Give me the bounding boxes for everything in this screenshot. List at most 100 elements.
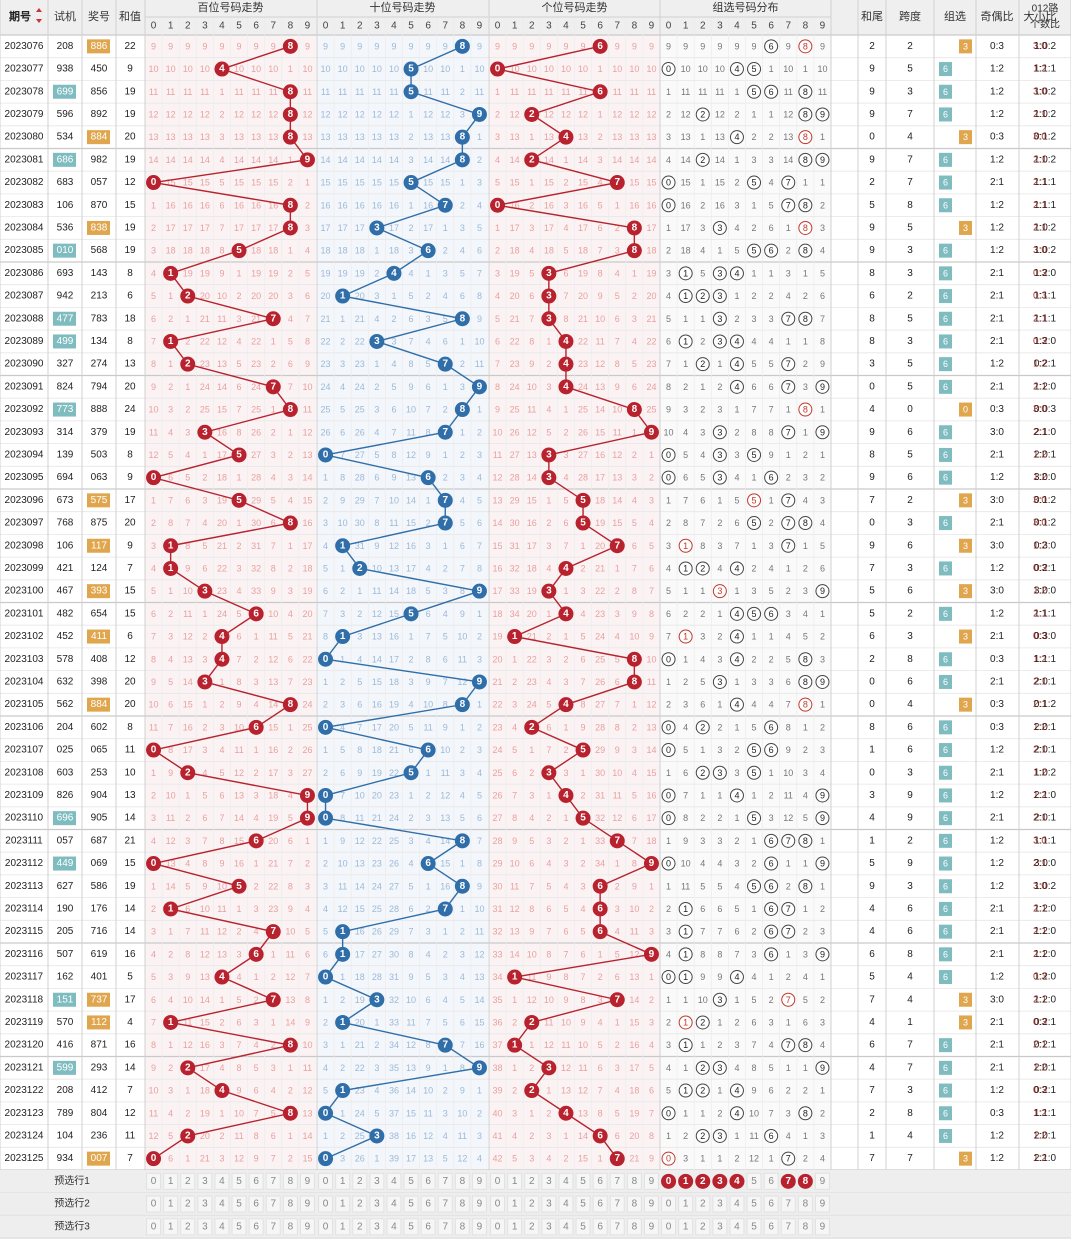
preselect-cell[interactable] [369, 1172, 385, 1190]
preselect-cell[interactable] [265, 1172, 281, 1190]
preselect-ball-selected[interactable] [797, 1173, 813, 1189]
preselect-cell[interactable] [507, 1218, 523, 1236]
preselect-cell[interactable] [180, 1195, 196, 1213]
preselect-cell[interactable] [282, 1195, 298, 1213]
preselect-cell[interactable] [746, 1172, 762, 1190]
table-row[interactable]: 2023096 673 575 17 1 7 6 3 19 29 5 4 15 2 9 29 7 10 14 1 4 5 1… [5, 493, 1057, 508]
table-row[interactable]: 2023082 683 057 12 15 15 15 5 15 15 15 2 1 15 15 15 15 15… [5, 175, 1057, 190]
table-row[interactable]: 2023088 477 783 18 6 2 1 21 11 3 21 4 7 21 1 21 4 2 6 3 5 9 5 2… [5, 311, 1057, 326]
preselect-cell[interactable] [197, 1218, 213, 1236]
preselect-cell[interactable] [541, 1195, 557, 1213]
table-row[interactable]: 2023083 106 870 15 1 16 16 16 6 16 16 16 2 16 16 16 16 16… [5, 198, 1057, 213]
table-row[interactable]: 2023119 570 112 4 7 11 15 2 6 3 1 14 9 2 20 1 33 11 7 5 6 15 3… [5, 1015, 1057, 1030]
preselect-cell[interactable] [282, 1172, 298, 1190]
table-row[interactable]: 2023116 507 619 16 4 2 8 12 13 3 1 11 6 6 17 27 30 8 4 2 3 12… [5, 947, 1057, 962]
table-row[interactable]: 2023110 696 905 14 3 11 2 6 7 14 4 19 5 8 11 21 24 2 3 13 5 6… [5, 811, 1057, 826]
table-row[interactable]: 2023107 025 065 11 8 17 3 4 11 1 16 2 26 1 5 8 18 21 6 10 2 3… [5, 743, 1057, 758]
table-row[interactable]: 2023121 599 293 14 9 2 17 4 8 5 3 1 11 4 2 22 3 35 13 9 1 8 38… [5, 1060, 1057, 1075]
preselect-cell[interactable] [335, 1195, 351, 1213]
table-row[interactable]: 2023109 826 904 13 2 10 1 5 6 13 3 18 4 7 10 20 23 1 2 12 4 5… [5, 788, 1057, 803]
table-row[interactable]: 2023090 327 274 13 8 1 23 13 5 23 2 6 9 23 3 23 1 4 8 5 2 11 7… [5, 357, 1057, 372]
preselect-cell[interactable] [265, 1218, 281, 1236]
table-row[interactable]: 2023084 536 838 19 2 17 17 17 7 17 17 17 3 17 17 17 17 2 1… [5, 220, 1057, 235]
preselect-cell[interactable] [626, 1172, 642, 1190]
table-row[interactable]: 2023078 699 856 19 11 11 11 11 1 11 11 11 11 11 11 11 11… [5, 84, 1057, 99]
preselect-cell[interactable] [471, 1195, 487, 1213]
table-row[interactable]: 2023091 824 794 20 9 2 1 24 14 6 24 7 10 24 4 24 2 5 9 6 1 3 8… [5, 379, 1057, 394]
preselect-cell[interactable] [437, 1195, 453, 1213]
table-row[interactable]: 2023087 942 213 6 5 1 20 10 2 20 20 3 6 20 20 3 1 5 2 4 6 8 4 2… [5, 289, 1057, 304]
table-row[interactable]: 2023115 205 716 14 3 1 7 11 12 2 4 10 5 5 16 26 29 7 3 1 2 11… [5, 924, 1057, 939]
preselect-cell[interactable] [575, 1218, 591, 1236]
preselect-cell[interactable] [797, 1218, 813, 1236]
preselect-cell[interactable] [299, 1172, 315, 1190]
preselect-cell[interactable] [163, 1172, 179, 1190]
preselect-cell[interactable] [712, 1195, 728, 1213]
preselect-cell[interactable] [524, 1218, 540, 1236]
preselect-cell[interactable] [318, 1195, 334, 1213]
table-row[interactable]: 2023095 694 063 9 6 5 2 18 1 28 4 3 14 1 8 28 6 9 13 2 3 4 12 2… [5, 470, 1057, 485]
table-row[interactable]: 2023094 139 503 8 12 5 4 1 17 27 3 2 13 7 27 5 8 12 9 1 2 3 11… [5, 447, 1057, 462]
preselect-ball-selected[interactable] [729, 1173, 745, 1189]
preselect-cell[interactable] [643, 1218, 659, 1236]
table-row[interactable]: 2023120 416 871 16 8 1 12 16 3 7 4 2 10 3 1 21 2 34 12 8 7 16… [5, 1038, 1057, 1053]
preselect-cell[interactable] [386, 1195, 402, 1213]
preselect-cell[interactable] [369, 1218, 385, 1236]
preselect-cell[interactable] [575, 1195, 591, 1213]
table-row[interactable]: 2023112 449 069 15 13 4 8 9 16 1 21 7 2 2 10 13 23 26 4 15 1… [5, 856, 1057, 871]
preselect-cell[interactable] [592, 1195, 608, 1213]
preselect-cell[interactable] [335, 1172, 351, 1190]
preselect-cell[interactable] [146, 1195, 162, 1213]
preselect-cell[interactable] [163, 1195, 179, 1213]
table-row[interactable]: 2023105 562 884 20 10 6 15 1 2 9 4 14 24 2 3 6 16 19 4 10 8 1… [5, 697, 1057, 712]
preselect-cell[interactable] [507, 1172, 523, 1190]
table-row[interactable]: 2023111 057 687 21 4 12 3 7 8 15 20 6 1 1 9 12 22 25 3 4 14 7… [5, 833, 1057, 848]
preselect-cell[interactable] [507, 1195, 523, 1213]
preselect-cell[interactable] [695, 1218, 711, 1236]
preselect-cell[interactable] [592, 1172, 608, 1190]
preselect-cell[interactable] [369, 1195, 385, 1213]
preselect-cell[interactable] [180, 1172, 196, 1190]
preselect-cell[interactable] [814, 1172, 830, 1190]
preselect-cell[interactable] [763, 1218, 779, 1236]
preselect-cell[interactable] [299, 1195, 315, 1213]
sort-arrows-icon[interactable] [36, 8, 42, 23]
preselect-cell[interactable] [471, 1218, 487, 1236]
preselect-cell[interactable] [180, 1218, 196, 1236]
table-row[interactable]: 2023081 686 982 19 14 14 14 14 4 14 14 14 1 14 14 14 14 1… [5, 152, 1057, 167]
table-row[interactable]: 2023098 106 117 9 3 8 5 21 2 31 7 1 17 4 31 9 12 16 3 1 6 7 15… [5, 538, 1057, 553]
preselect-cell[interactable] [558, 1195, 574, 1213]
preselect-cell[interactable] [746, 1218, 762, 1236]
table-row[interactable]: 2023103 578 408 12 8 4 13 3 7 2 12 6 22 1 4 14 17 2 8 6 11 3 2… [5, 652, 1057, 667]
table-row[interactable]: 2023099 421 124 7 4 9 6 22 3 32 8 2 18 5 1 10 13 17 4 2 7 8 16… [5, 561, 1057, 576]
preselect-ball-selected[interactable] [678, 1173, 694, 1189]
preselect-cell[interactable] [352, 1195, 368, 1213]
preselect-cell[interactable] [454, 1218, 470, 1236]
table-row[interactable]: 2023124 104 236 11 12 5 20 2 11 8 6 1 14 1 2 25 38 16 12 4 1… [5, 1128, 1057, 1143]
preselect-cell[interactable] [231, 1218, 247, 1236]
preselect-cell[interactable] [352, 1172, 368, 1190]
table-row[interactable]: 2023092 773 888 24 10 3 2 25 15 7 25 1 11 25 5 25 3 6 10 7 2… [5, 402, 1057, 417]
preselect-cell[interactable] [763, 1172, 779, 1190]
preselect-cell[interactable] [814, 1218, 830, 1236]
preselect-cell[interactable] [814, 1195, 830, 1213]
table-row[interactable]: 2023117 162 401 5 5 3 9 13 4 1 2 12 7 1 18 28 31 9 5 3 4 13 34… [5, 970, 1057, 985]
preselect-ball-selected[interactable] [712, 1173, 728, 1189]
preselect-cell[interactable] [420, 1195, 436, 1213]
preselect-cell[interactable] [490, 1195, 506, 1213]
preselect-cell[interactable] [524, 1172, 540, 1190]
preselect-cell[interactable] [558, 1172, 574, 1190]
preselect-cell[interactable] [231, 1172, 247, 1190]
preselect-cell[interactable] [197, 1172, 213, 1190]
preselect-cell[interactable] [248, 1172, 264, 1190]
preselect-ball-selected[interactable] [780, 1173, 796, 1189]
table-row[interactable]: 2023100 467 393 15 5 1 10 23 4 33 9 3 19 6 2 1 11 14 18 5 3 8… [5, 584, 1057, 599]
preselect-cell[interactable] [746, 1195, 762, 1213]
preselect-cell[interactable] [437, 1218, 453, 1236]
preselect-cell[interactable] [592, 1218, 608, 1236]
preselect-cell[interactable] [335, 1218, 351, 1236]
preselect-cell[interactable] [626, 1195, 642, 1213]
preselect-cell[interactable] [609, 1218, 625, 1236]
preselect-cell[interactable] [643, 1172, 659, 1190]
preselect-cell[interactable] [712, 1218, 728, 1236]
